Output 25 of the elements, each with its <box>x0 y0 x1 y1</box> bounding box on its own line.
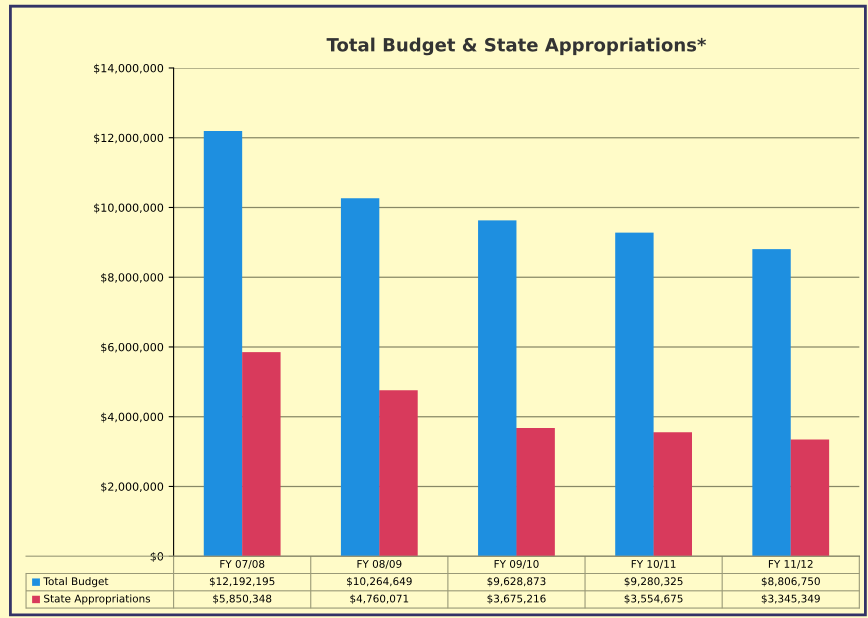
y-tick-label: $4,000,000 <box>101 412 164 423</box>
y-tick-label: $14,000,000 <box>94 64 164 74</box>
data-label: $10,264,649 <box>347 577 412 587</box>
y-tick-label: $8,000,000 <box>101 272 164 284</box>
y-tick-label: $10,000,000 <box>94 203 164 214</box>
x-tick-label: FY 07/08 <box>220 560 264 569</box>
data-label: $5,850,348 <box>213 594 272 604</box>
data-label: $12,192,195 <box>210 577 274 587</box>
x-tick-label: FY 09/10 <box>494 560 539 569</box>
data-label: $3,554,675 <box>624 594 683 604</box>
x-tick-label: FY 10/11 <box>632 560 676 569</box>
legend-label: Total Budget <box>43 577 108 588</box>
legend-label: State Appropriations <box>44 594 150 604</box>
data-label: $4,760,071 <box>350 594 408 604</box>
y-tick-label: $6,000,000 <box>101 342 164 353</box>
data-label: $9,628,873 <box>488 577 546 587</box>
y-tick-label: $2,000,000 <box>101 482 164 492</box>
chart-title: Total Budget & State Appropriations* <box>326 38 706 56</box>
y-tick-label: $12,000,000 <box>94 134 164 144</box>
x-tick-label: FY 11/12 <box>768 560 813 569</box>
data-label: $3,675,216 <box>488 594 546 604</box>
x-tick-label: FY 08/09 <box>357 560 402 569</box>
data-label: $8,806,750 <box>762 577 820 587</box>
data-label: $3,345,349 <box>762 594 820 604</box>
data-label: $9,280,325 <box>624 577 683 587</box>
